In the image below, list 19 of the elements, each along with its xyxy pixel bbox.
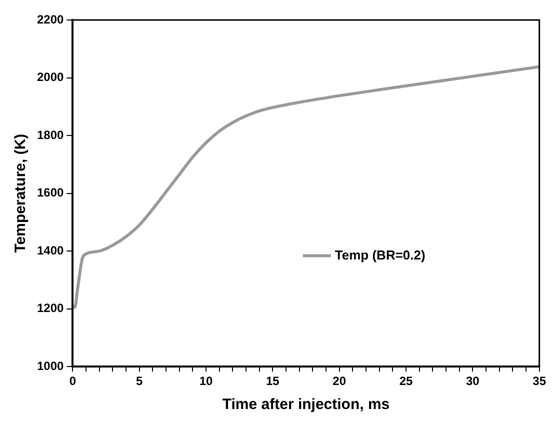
y-tick-label: 1000 <box>36 358 64 373</box>
x-tick-label: 10 <box>199 374 214 388</box>
y-tick-label: 1200 <box>36 301 64 316</box>
x-tick-label: 5 <box>136 374 144 388</box>
x-tick-label: 0 <box>69 374 76 388</box>
x-tick-label: 20 <box>332 374 346 388</box>
y-tick-label: 1600 <box>36 186 64 200</box>
line-series <box>72 65 540 309</box>
x-tick-label: 35 <box>532 374 546 388</box>
legend-label: Temp (BR=0.2) <box>334 247 426 262</box>
y-tick-label: 2000 <box>36 70 64 84</box>
x-axis-title: Time after injection, ms <box>222 396 390 414</box>
y-tick-label: 1400 <box>36 243 64 258</box>
x-tick-label: 30 <box>466 374 480 388</box>
y-axis-title: Temperature, (K) <box>12 134 30 253</box>
y-tick-label: 2200 <box>36 12 64 26</box>
x-tick-label: 15 <box>266 374 280 388</box>
x-tick-label: 25 <box>399 374 413 388</box>
y-tick-label: 1800 <box>36 128 64 142</box>
